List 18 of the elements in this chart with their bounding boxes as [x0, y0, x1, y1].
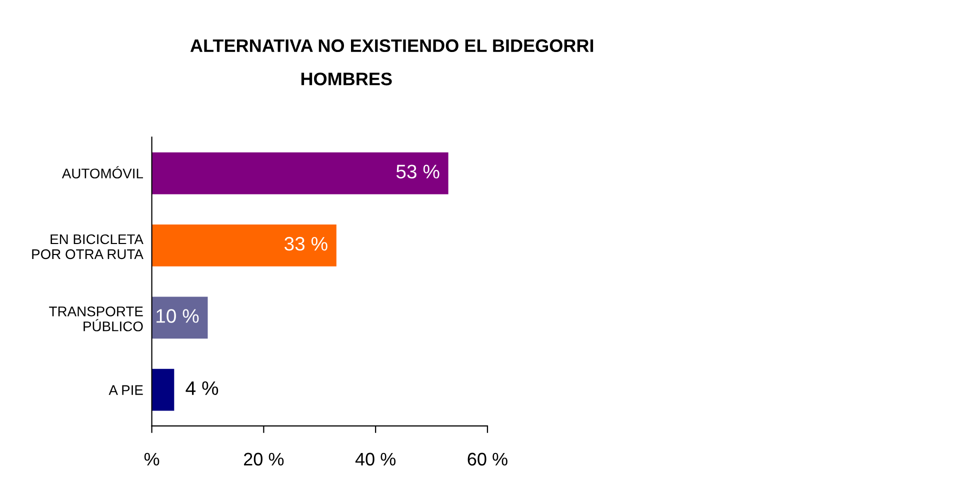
x-tick-label: 60 % [468, 452, 508, 466]
data-label: 10 % [156, 309, 199, 323]
x-tick-label: 40 % [355, 452, 396, 466]
y-tick-label: A PIE [108, 385, 143, 395]
bar [152, 224, 336, 266]
y-tick-label: TRANSPORTE PÚBLICO [49, 306, 143, 332]
y-tick-label: EN BICICLETA POR OTRA RUTA [32, 234, 144, 260]
bar [152, 368, 174, 411]
data-label: 53 % [396, 164, 440, 178]
data-label: 33 % [284, 236, 328, 251]
bar [152, 152, 448, 194]
chart-subtitle: HOMBRES [301, 72, 392, 86]
y-tick-label: AUTOMÓVIL [62, 166, 143, 178]
chart-title: ALTERNATIVA NO EXISTIENDO EL BIDEGORRI [190, 39, 594, 52]
x-tick-label: % [144, 452, 160, 466]
x-tick-label: 20 % [244, 452, 284, 466]
bar [152, 296, 208, 339]
data-label: 4 % [186, 381, 218, 395]
